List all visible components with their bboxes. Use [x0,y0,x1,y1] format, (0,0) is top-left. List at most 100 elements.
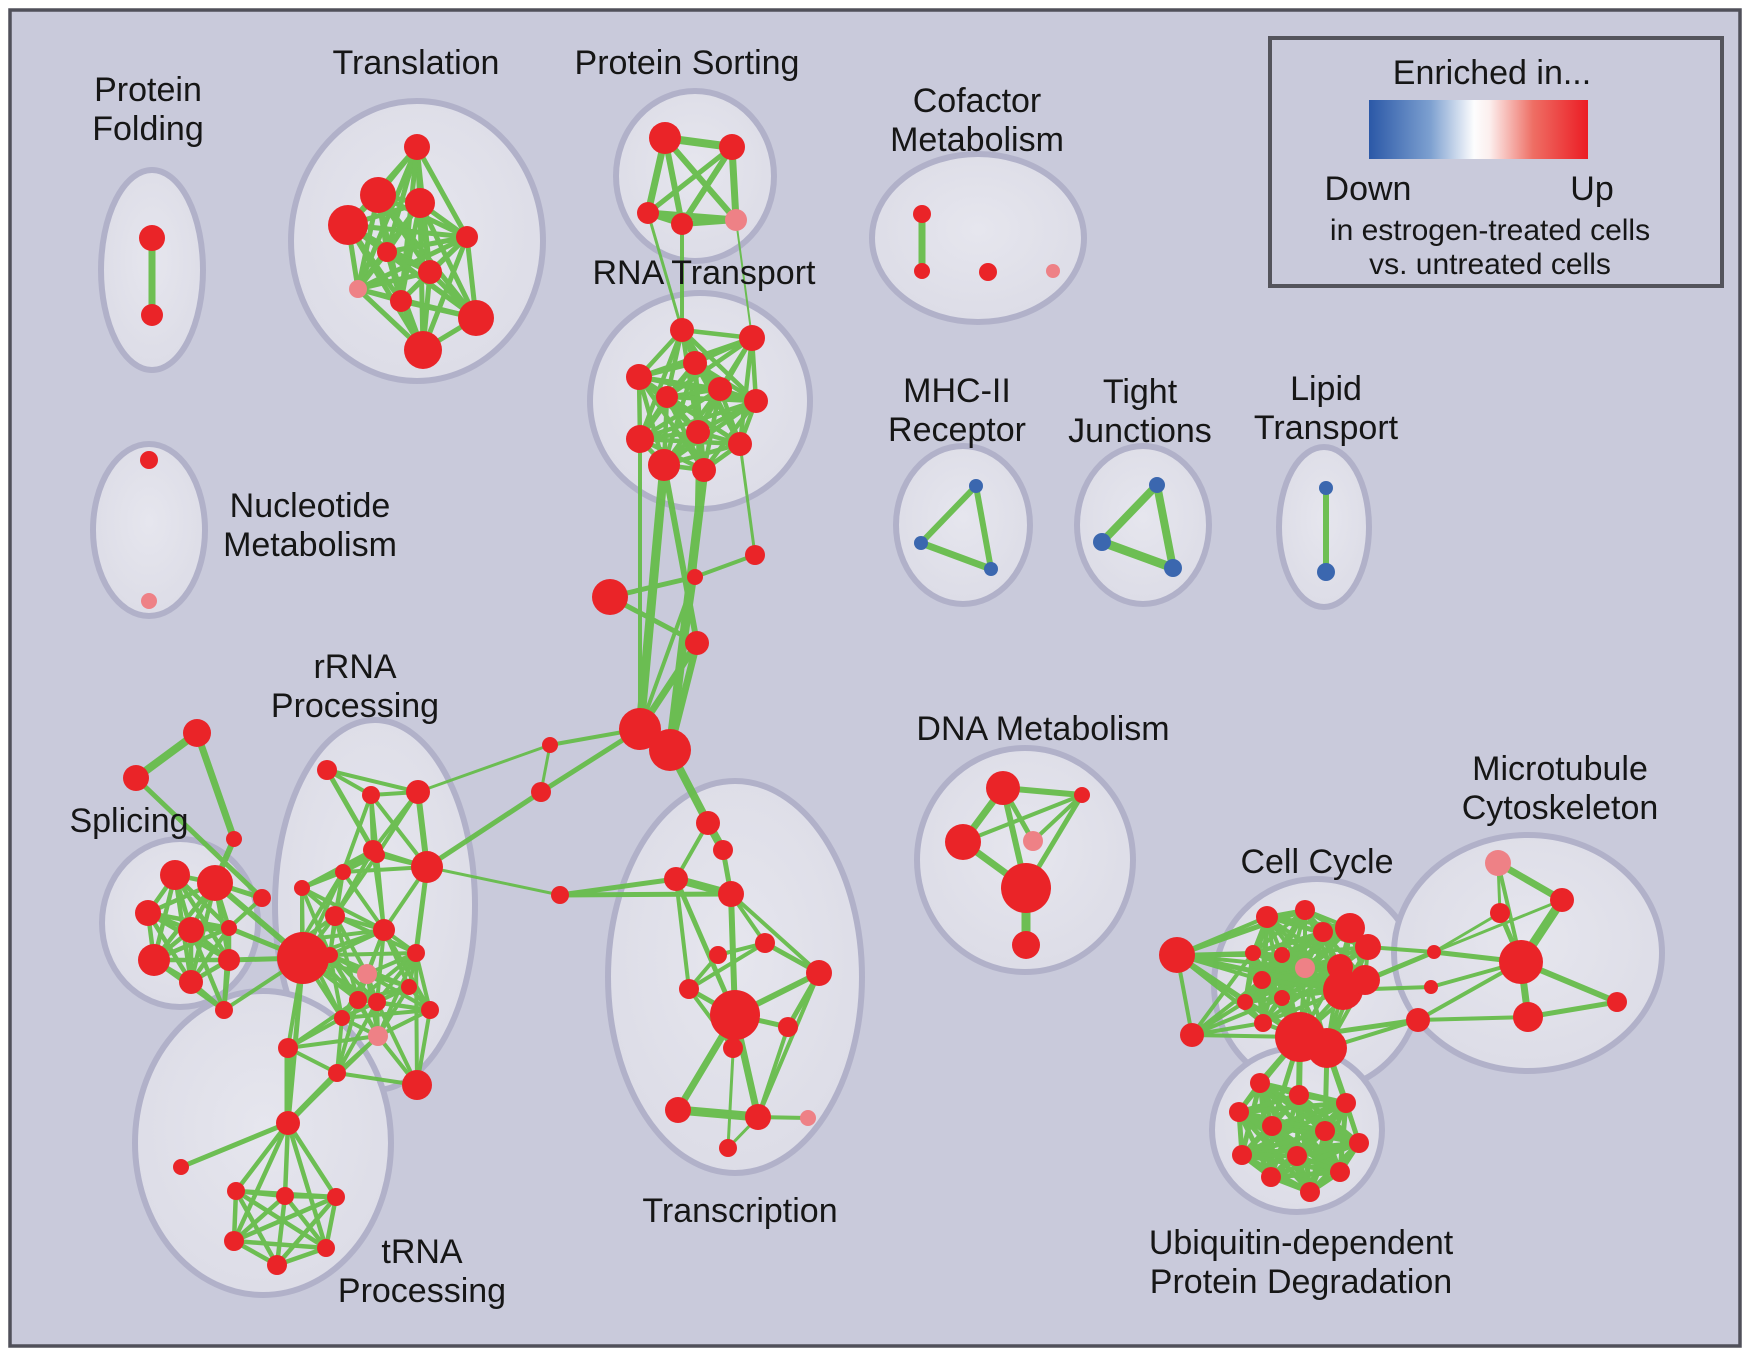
node-translation-8[interactable] [390,290,412,312]
node-splicing-9[interactable] [183,719,211,747]
node-dna-metabolism-2[interactable] [945,824,981,860]
node-splicing-3[interactable] [178,917,204,943]
node-ubiquitin-degradation-5[interactable] [1315,1121,1335,1141]
node-rrna-processing-15[interactable] [368,1026,388,1046]
node-transcription-9[interactable] [710,990,760,1040]
node-dna-metabolism-0[interactable] [986,771,1020,805]
node-rrna-processing-16[interactable] [334,1010,350,1026]
node-microtubule-cytoskeleton-3[interactable] [1499,940,1543,984]
node-connectors-3[interactable] [685,631,709,655]
node-translation-0[interactable] [404,134,430,160]
node-transcription-14[interactable] [800,1110,816,1126]
node-ubiquitin-degradation-11[interactable] [1300,1182,1320,1202]
node-microtubule-cytoskeleton-4[interactable] [1513,1002,1543,1032]
node-cell-cycle-3[interactable] [1295,900,1315,920]
node-splicing-5[interactable] [138,944,170,976]
node-rna-transport-7[interactable] [686,420,710,444]
node-rrna-processing-23[interactable] [277,932,329,984]
node-splicing-6[interactable] [179,970,203,994]
node-rna-transport-8[interactable] [626,425,654,453]
node-splicing-2[interactable] [135,900,161,926]
node-ubiquitin-degradation-6[interactable] [1349,1133,1369,1153]
node-cell-cycle-13[interactable] [1274,990,1290,1006]
node-rrna-processing-21[interactable] [328,1064,346,1082]
node-rrna-processing-2[interactable] [406,780,430,804]
node-rrna-processing-17[interactable] [368,993,386,1011]
node-rrna-processing-8[interactable] [325,906,345,926]
node-nucleotide-metabolism-0[interactable] [140,451,158,469]
node-rrna-processing-9[interactable] [373,919,395,941]
node-connectors-4[interactable] [619,708,661,750]
node-cell-cycle-0[interactable] [1159,937,1195,973]
node-tight-junctions-1[interactable] [1093,533,1111,551]
node-cell-cycle-2[interactable] [1256,906,1278,928]
node-lipid-transport-1[interactable] [1317,563,1335,581]
node-cofactor-metabolism-0[interactable] [913,205,931,223]
node-rrna-processing-22[interactable] [402,1070,432,1100]
node-rna-transport-10[interactable] [648,449,680,481]
node-ubiquitin-degradation-1[interactable] [1289,1085,1309,1105]
node-ubiquitin-degradation-4[interactable] [1262,1116,1282,1136]
node-dna-metabolism-5[interactable] [1012,931,1040,959]
node-trna-processing-2[interactable] [227,1182,245,1200]
node-rrna-processing-4[interactable] [335,864,351,880]
node-transcription-2[interactable] [664,867,688,891]
node-transcription-4[interactable] [551,886,569,904]
node-ubiquitin-degradation-3[interactable] [1229,1102,1249,1122]
node-mhc-ii-receptor-2[interactable] [984,562,998,576]
node-cell-cycle-18[interactable] [1307,1028,1347,1068]
node-rna-transport-5[interactable] [656,386,678,408]
node-cell-cycle-5[interactable] [1335,913,1365,943]
node-rna-transport-3[interactable] [626,364,652,390]
node-cofactor-metabolism-2[interactable] [979,263,997,281]
node-trna-processing-5[interactable] [224,1231,244,1251]
node-rrna-processing-12[interactable] [407,944,425,962]
node-transcription-12[interactable] [665,1097,691,1123]
node-rrna-processing-18[interactable] [421,1001,439,1019]
node-transcription-10[interactable] [778,1017,798,1037]
node-splicing-10[interactable] [123,765,149,791]
node-microtubule-cytoskeleton-1[interactable] [1550,888,1574,912]
node-rna-transport-1[interactable] [739,325,765,351]
node-dna-metabolism-1[interactable] [1074,787,1090,803]
node-protein-sorting-0[interactable] [649,122,681,154]
node-ubiquitin-degradation-10[interactable] [1330,1162,1350,1182]
node-cell-cycle-1[interactable] [1180,1023,1204,1047]
node-trna-processing-0[interactable] [276,1111,300,1135]
node-splicing-4[interactable] [221,920,237,936]
node-protein-sorting-3[interactable] [671,213,693,235]
node-protein-sorting-1[interactable] [719,134,745,160]
node-rna-transport-9[interactable] [728,432,752,456]
node-microtubule-cytoskeleton-0[interactable] [1485,850,1511,876]
node-cofactor-metabolism-1[interactable] [914,263,930,279]
node-rrna-processing-7[interactable] [294,880,310,896]
node-microtubule-cytoskeleton-7[interactable] [1424,980,1438,994]
node-rna-transport-4[interactable] [708,377,732,401]
node-dna-metabolism-3[interactable] [1023,831,1043,851]
node-connectors-1[interactable] [687,569,703,585]
node-cell-cycle-8[interactable] [1274,947,1290,963]
node-cell-cycle-6[interactable] [1355,934,1381,960]
node-connectors-0[interactable] [592,579,628,615]
node-mhc-ii-receptor-1[interactable] [914,536,928,550]
node-ubiquitin-degradation-7[interactable] [1232,1145,1252,1165]
node-splicing-7[interactable] [218,949,240,971]
node-lipid-transport-0[interactable] [1319,481,1333,495]
node-ubiquitin-degradation-9[interactable] [1261,1167,1281,1187]
node-cell-cycle-4[interactable] [1313,922,1333,942]
node-splicing-12[interactable] [253,889,271,907]
node-cell-cycle-12[interactable] [1237,994,1253,1010]
node-transcription-1[interactable] [713,840,733,860]
node-trna-processing-1[interactable] [173,1159,189,1175]
node-ubiquitin-degradation-2[interactable] [1336,1093,1356,1113]
node-trna-processing-6[interactable] [317,1239,335,1257]
node-splicing-1[interactable] [197,865,233,901]
node-translation-5[interactable] [377,242,397,262]
node-cell-cycle-9[interactable] [1295,958,1315,978]
node-connectors-7[interactable] [531,782,551,802]
node-transcription-0[interactable] [696,811,720,835]
node-cofactor-metabolism-3[interactable] [1046,264,1060,278]
node-rna-transport-6[interactable] [744,389,768,413]
node-rrna-processing-6[interactable] [411,851,443,883]
node-transcription-13[interactable] [745,1104,771,1130]
